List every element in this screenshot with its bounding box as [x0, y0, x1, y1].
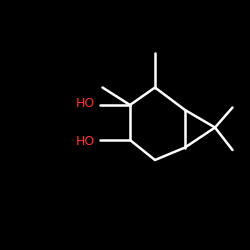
Text: HO: HO — [76, 97, 95, 110]
Text: HO: HO — [76, 135, 95, 148]
